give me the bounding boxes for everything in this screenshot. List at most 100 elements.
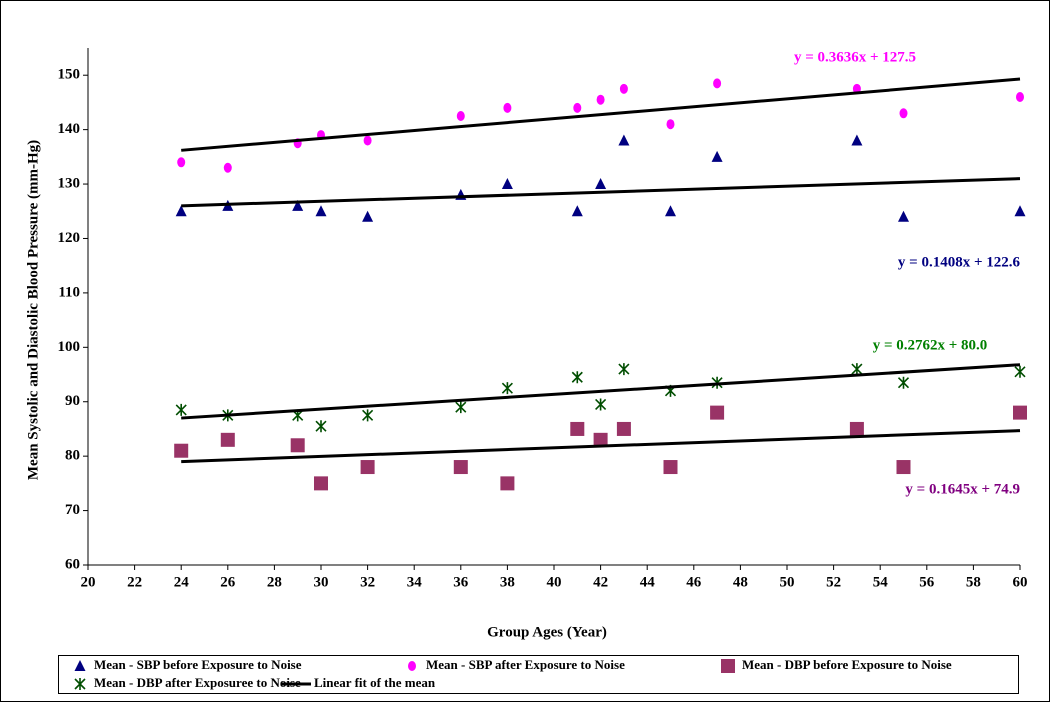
marker-star xyxy=(851,363,863,376)
x-tick-label: 36 xyxy=(453,574,469,590)
x-tick-label: 26 xyxy=(220,574,236,590)
fit-line xyxy=(181,429,1021,464)
marker-square xyxy=(290,438,305,453)
fit-equation: y = 0.2762x + 80.0 xyxy=(873,337,988,353)
marker-star xyxy=(175,403,187,416)
marker-circle xyxy=(408,661,416,671)
y-tick-label: 150 xyxy=(58,67,81,83)
marker-star xyxy=(501,382,513,395)
marker-circle xyxy=(177,157,186,168)
marker-square xyxy=(896,460,911,475)
x-tick-label: 56 xyxy=(919,574,935,590)
y-tick-label: 80 xyxy=(65,448,80,464)
marker-star xyxy=(315,420,327,433)
x-tick-label: 40 xyxy=(547,574,562,590)
y-tick-label: 90 xyxy=(65,393,80,409)
fit-equation: y = 0.1645x + 74.9 xyxy=(905,481,1020,497)
x-tick-label: 48 xyxy=(733,574,748,590)
marker-square xyxy=(663,460,678,475)
marker-square xyxy=(500,476,515,491)
marker-triangle xyxy=(292,199,304,211)
y-tick-label: 140 xyxy=(58,121,81,137)
marker-triangle xyxy=(571,205,583,217)
marker-square xyxy=(570,421,585,436)
y-tick-label: 110 xyxy=(58,284,80,300)
x-tick-label: 46 xyxy=(686,574,702,590)
marker-circle xyxy=(223,162,232,173)
marker-square xyxy=(616,421,631,436)
x-tick-label: 50 xyxy=(780,574,795,590)
x-tick-label: 44 xyxy=(640,574,656,590)
x-tick-label: 38 xyxy=(500,574,515,590)
marker-circle xyxy=(573,102,582,113)
marker-square xyxy=(593,432,608,447)
y-tick-label: 70 xyxy=(65,502,80,518)
fit-line xyxy=(181,77,1021,152)
marker-circle xyxy=(1016,91,1024,102)
x-tick-label: 20 xyxy=(81,574,96,590)
y-axis-label: Mean Systolic and Diastolic Blood Pressu… xyxy=(25,140,41,480)
marker-circle xyxy=(456,111,465,122)
marker-circle xyxy=(363,135,372,146)
marker-square xyxy=(1013,405,1027,420)
fit-equation: y = 0.1408x + 122.6 xyxy=(898,254,1021,270)
y-tick-label: 100 xyxy=(58,339,81,355)
marker-triangle xyxy=(898,210,909,222)
marker-square xyxy=(453,460,468,475)
marker-triangle xyxy=(711,150,723,162)
marker-square xyxy=(360,460,375,475)
x-axis-label: Group Ages (Year) xyxy=(487,624,607,640)
marker-star xyxy=(1014,365,1026,378)
legend-label: Mean - SBP after Exposure to Noise xyxy=(426,657,625,672)
x-tick-label: 32 xyxy=(360,574,375,590)
marker-triangle xyxy=(362,210,374,222)
marker-triangle xyxy=(315,205,327,217)
marker-circle xyxy=(713,78,722,89)
marker-triangle xyxy=(618,134,630,146)
fit-equation: y = 0.3636x + 127.5 xyxy=(794,49,916,65)
marker-square xyxy=(220,432,235,447)
marker-circle xyxy=(619,83,628,94)
marker-triangle xyxy=(851,134,863,146)
fit-line xyxy=(181,177,1021,208)
marker-circle xyxy=(503,102,512,113)
marker-square xyxy=(721,659,735,673)
marker-triangle xyxy=(665,205,676,217)
x-tick-label: 54 xyxy=(873,574,889,590)
legend-label: Mean - DBP before Exposure to Noise xyxy=(742,657,952,672)
x-tick-label: 52 xyxy=(826,574,841,590)
legend-box xyxy=(58,655,1019,694)
x-tick-label: 22 xyxy=(127,574,142,590)
marker-star xyxy=(618,363,630,376)
legend-label: Mean - DBP after Exposuree to Noise xyxy=(94,675,301,690)
marker-triangle xyxy=(595,178,607,190)
marker-square xyxy=(174,443,189,458)
marker-star xyxy=(571,371,583,384)
legend-label: Linear fit of the mean xyxy=(314,675,436,690)
legend-label: Mean - SBP before Exposure to Noise xyxy=(94,657,302,672)
marker-square xyxy=(314,476,328,491)
marker-triangle xyxy=(175,205,187,217)
x-tick-label: 28 xyxy=(267,574,282,590)
x-tick-label: 30 xyxy=(314,574,329,590)
y-tick-label: 60 xyxy=(65,556,80,572)
x-tick-label: 58 xyxy=(966,574,981,590)
y-tick-label: 130 xyxy=(58,175,81,191)
marker-star xyxy=(362,409,374,422)
x-tick-label: 34 xyxy=(407,574,423,590)
marker-star xyxy=(595,398,607,411)
marker-square xyxy=(710,405,725,420)
x-tick-label: 42 xyxy=(593,574,608,590)
marker-triangle xyxy=(74,660,86,671)
marker-triangle xyxy=(501,178,513,190)
x-tick-label: 24 xyxy=(174,574,190,590)
marker-star xyxy=(455,401,467,414)
marker-square xyxy=(849,421,864,436)
y-tick-label: 120 xyxy=(58,230,81,246)
x-tick-label: 60 xyxy=(1013,574,1028,590)
marker-circle xyxy=(899,108,908,119)
marker-circle xyxy=(666,119,675,130)
fit-line xyxy=(181,363,1021,420)
